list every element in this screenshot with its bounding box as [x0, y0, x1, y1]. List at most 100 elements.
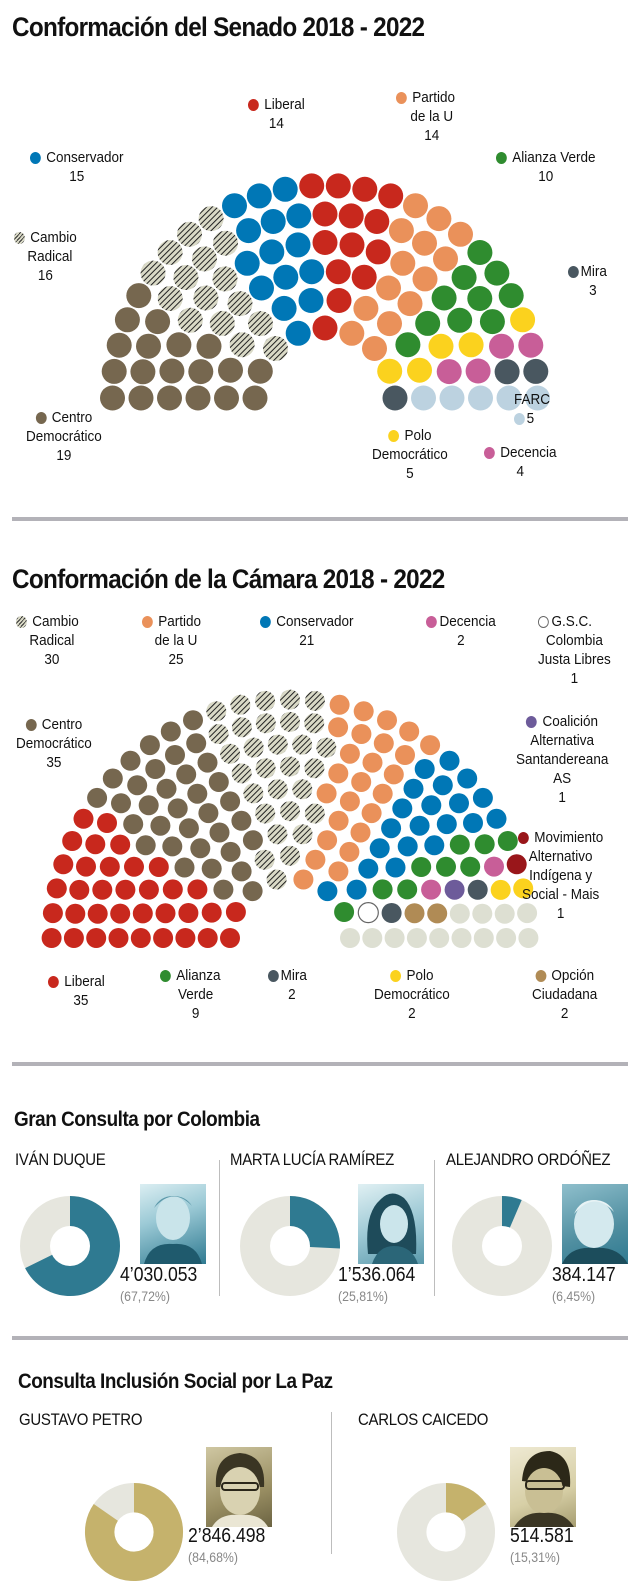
candidate-photo-ordonez: [562, 1184, 628, 1264]
legend-label: de la U: [410, 108, 454, 125]
legend-label: Mira: [280, 967, 307, 984]
legend-label: Coalición: [542, 713, 599, 730]
donut-hole: [482, 1226, 522, 1266]
seat-conservador: [236, 218, 262, 244]
seat-centro: [174, 857, 195, 878]
legend-label: Democrático: [374, 986, 450, 1003]
seat-cambio: [255, 713, 276, 734]
seat-centro: [127, 775, 148, 796]
seat-cambio: [229, 332, 255, 358]
seat-partido_u: [350, 822, 371, 843]
seat-opcion: [404, 903, 425, 924]
seat-centro: [220, 841, 241, 862]
seat-liberal: [110, 834, 131, 855]
seat-mira: [467, 879, 488, 900]
seat-alianza: [498, 283, 524, 309]
seat-centro: [114, 307, 140, 333]
seat-polo: [458, 332, 484, 358]
seat-other_gray: [473, 928, 494, 948]
legend-senado-liberal: Liberal 14: [248, 95, 305, 133]
seat-partido_u: [420, 735, 441, 756]
legend-label: Verde: [178, 986, 214, 1003]
camara-hemicycle: [41, 689, 539, 948]
legend-count: 14: [424, 127, 440, 144]
legend-label: Polo: [404, 427, 432, 444]
legend-label: Democrático: [26, 428, 102, 445]
seat-cambio: [177, 221, 202, 247]
seat-liberal: [53, 854, 74, 875]
seat-conservador: [486, 808, 507, 829]
seat-centro: [242, 385, 268, 411]
legend-label: Santandereana: [516, 751, 609, 768]
seat-partido_u: [353, 295, 379, 321]
seat-centro: [178, 818, 199, 839]
candidate-photo-petro: [206, 1447, 272, 1527]
seat-conservador: [439, 750, 460, 771]
seat-conservador: [385, 857, 406, 878]
seat-centro: [120, 750, 141, 771]
seat-farc: [439, 385, 465, 411]
seat-centro: [197, 752, 218, 773]
seat-conservador: [317, 881, 338, 902]
alianza-dot-icon: [496, 151, 507, 164]
column-divider: [331, 1412, 332, 1554]
legend-count: 35: [73, 992, 89, 1009]
seat-centro: [231, 810, 252, 831]
centro-dot-icon: [25, 718, 37, 731]
seat-alianza: [467, 240, 493, 265]
legend-count: 1: [558, 789, 566, 806]
legend-label: Radical: [27, 248, 73, 265]
seat-conservador: [397, 836, 418, 857]
legend-label: Alianza: [176, 967, 221, 984]
seat-cambio: [280, 801, 300, 822]
seat-alianza: [415, 310, 441, 336]
seat-liberal: [108, 928, 129, 948]
candidate-name: IVÁN DUQUE: [15, 1150, 106, 1169]
legend-label: Centro: [51, 409, 93, 426]
seat-cambio: [243, 737, 264, 758]
seat-cambio: [213, 230, 238, 256]
seat-partido_u: [426, 206, 452, 232]
legend-label: Democrático: [16, 735, 92, 752]
seat-decencia: [518, 332, 544, 358]
seat-cambio: [227, 291, 253, 317]
seat-cambio: [263, 336, 288, 361]
seat-conservador: [414, 759, 435, 779]
legend-label: Indígena y: [529, 867, 593, 884]
portrait-icon: [367, 1193, 418, 1264]
seat-liberal: [312, 230, 338, 255]
seat-alianza: [334, 902, 355, 922]
legend-label: Alternativa: [530, 732, 595, 749]
seat-cambio: [157, 286, 183, 311]
seat-decencia: [484, 856, 504, 877]
seat-liberal: [187, 879, 208, 900]
seat-mira: [523, 358, 549, 384]
legend-count: 25: [168, 651, 184, 668]
legend-label: Conservador: [276, 613, 354, 630]
seat-cambio: [267, 779, 288, 800]
seat-liberal: [364, 209, 390, 234]
seat-liberal: [312, 315, 338, 341]
seat-liberal: [155, 903, 176, 924]
opcion-dot-icon: [535, 969, 546, 982]
mais-dot-icon: [518, 831, 529, 844]
legend-count: 10: [538, 168, 554, 185]
liberal-dot-icon: [248, 98, 259, 111]
legend-label: Justa Libres: [538, 651, 611, 668]
seat-other_gray: [406, 928, 427, 948]
seat-decencia: [436, 359, 462, 385]
seat-liberal: [73, 808, 94, 829]
seat-conservador: [392, 798, 413, 819]
seat-cambio: [177, 307, 203, 333]
seat-conservador: [249, 275, 274, 301]
seat-cambio: [206, 701, 227, 722]
seat-liberal: [46, 878, 67, 899]
seat-partido_u: [433, 246, 458, 272]
seat-mira: [382, 385, 408, 411]
legend-label: Partido: [412, 89, 455, 106]
donut-chart: [452, 1196, 552, 1296]
seat-farc: [496, 385, 522, 411]
mira-dot-icon: [268, 969, 279, 982]
legend-label: de la U: [154, 632, 198, 649]
seat-centro: [176, 764, 197, 785]
